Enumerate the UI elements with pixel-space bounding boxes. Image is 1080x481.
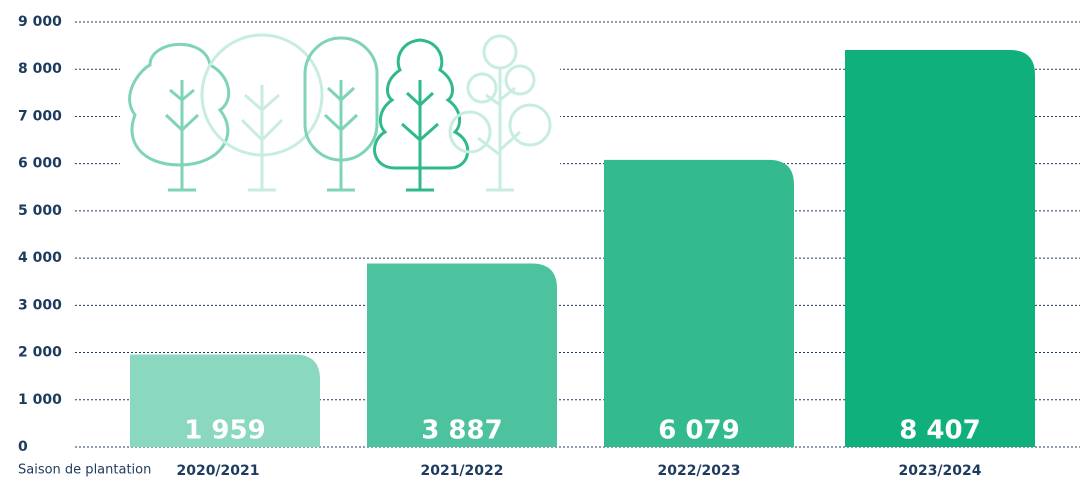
tree — [303, 36, 379, 192]
value-label: 1 959 — [184, 416, 265, 446]
y-tick-label: 7 000 — [18, 108, 62, 124]
value-label: 8 407 — [899, 416, 980, 446]
tree — [128, 42, 231, 192]
x-tick-label: 2023/2024 — [898, 463, 981, 479]
x-axis-label: Saison de plantation — [18, 463, 151, 478]
tree — [448, 34, 552, 192]
y-tick-label: 4 000 — [18, 250, 62, 266]
y-tick-label: 3 000 — [18, 297, 62, 313]
bar — [604, 159, 794, 448]
y-tick-label: 2 000 — [18, 345, 62, 361]
bar — [367, 263, 557, 447]
bar — [845, 50, 1035, 447]
y-tick-label: 8 000 — [18, 61, 62, 77]
value-label: 3 887 — [421, 416, 502, 446]
y-tick-label: 6 000 — [18, 156, 62, 172]
data-layer: 1 959 2020/2021 3 887 2021/2022 6 079 2022/20… — [130, 50, 1035, 479]
value-label: 6 079 — [658, 416, 739, 446]
x-tick-label: 2020/2021 — [176, 463, 259, 479]
y-tick-label: 0 — [18, 439, 28, 455]
y-tick-label: 5 000 — [18, 203, 62, 219]
tree — [373, 38, 470, 192]
y-tick-label: 1 000 — [18, 392, 62, 408]
x-tick-label: 2021/2022 — [420, 463, 503, 479]
trees-illustration — [128, 33, 552, 192]
x-tick-label: 2022/2023 — [657, 463, 740, 479]
bar — [130, 354, 320, 447]
y-tick-label: 9 000 — [18, 14, 62, 30]
tree — [200, 33, 324, 192]
